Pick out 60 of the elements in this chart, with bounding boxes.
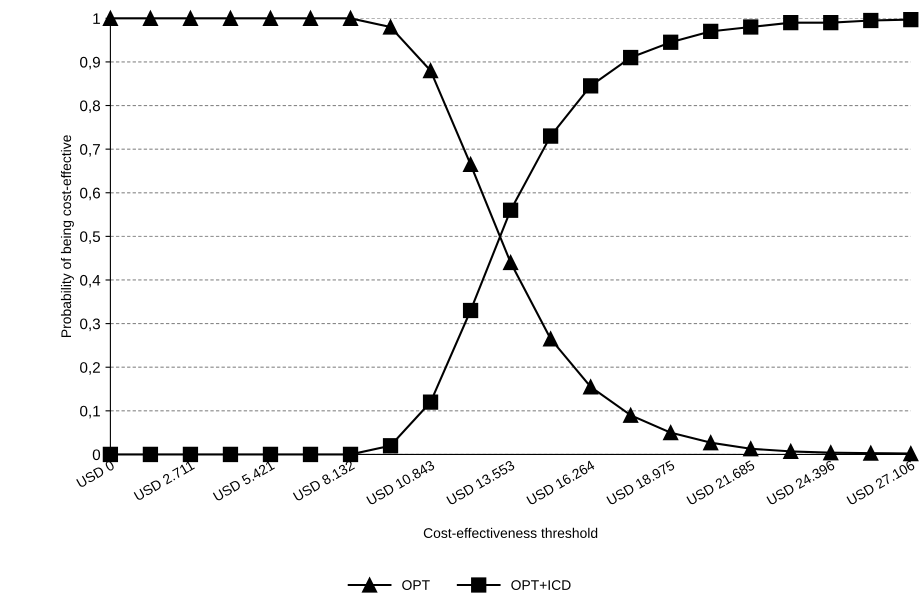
point [342,446,358,462]
point [142,10,158,26]
point [422,63,438,78]
point [743,441,758,456]
point [823,15,838,30]
legend-label: OPT+ICD [511,580,571,590]
point [182,446,198,462]
point [623,408,638,423]
point [462,302,478,318]
point [382,438,398,454]
point [262,10,278,26]
x-tick-label: USD 5.421 [212,460,275,502]
point [703,435,718,450]
y-axis-title: Probability of being cost-effective [60,135,74,338]
point [102,446,118,462]
y-tick-label: 0,4 [80,274,100,288]
point [863,446,878,461]
y-tick-label: 0 [92,449,100,460]
point [663,34,678,50]
point [823,445,838,460]
x-axis-title: Cost-effectiveness threshold [424,528,598,538]
point [302,10,318,26]
point [462,156,478,172]
point [903,446,918,462]
point [623,50,638,66]
y-tick-label: 0,9 [80,56,100,70]
point [583,78,598,94]
x-tick-label: USD 2.711 [134,460,195,502]
point [583,379,598,394]
point [502,254,518,270]
point [703,24,718,40]
point [903,12,918,28]
point [663,425,678,440]
y-tick-label: 0,5 [80,231,100,244]
point [783,15,798,30]
legend-label: OPT [402,580,430,590]
point [863,12,878,28]
point [142,446,158,462]
x-tick-label: USD 8.132 [292,460,356,502]
y-tick-label: 0,6 [80,188,100,200]
y-tick-label: 0,1 [80,406,100,418]
y-tick-label: 0,7 [80,144,100,157]
point [182,10,198,26]
y-tick-label: 1 [93,13,100,24]
point [342,10,358,26]
y-tick-label: 0,3 [80,318,100,332]
point [302,446,318,462]
y-tick-label: 0,8 [80,100,100,114]
point [743,19,758,35]
point [382,19,398,35]
point [222,10,238,26]
point [422,394,438,410]
point [783,444,798,460]
point [542,128,558,144]
point [502,202,518,218]
point [222,446,238,462]
point [542,331,558,347]
point [102,10,118,26]
point [262,446,278,462]
y-tick-label: 0,2 [80,362,100,375]
